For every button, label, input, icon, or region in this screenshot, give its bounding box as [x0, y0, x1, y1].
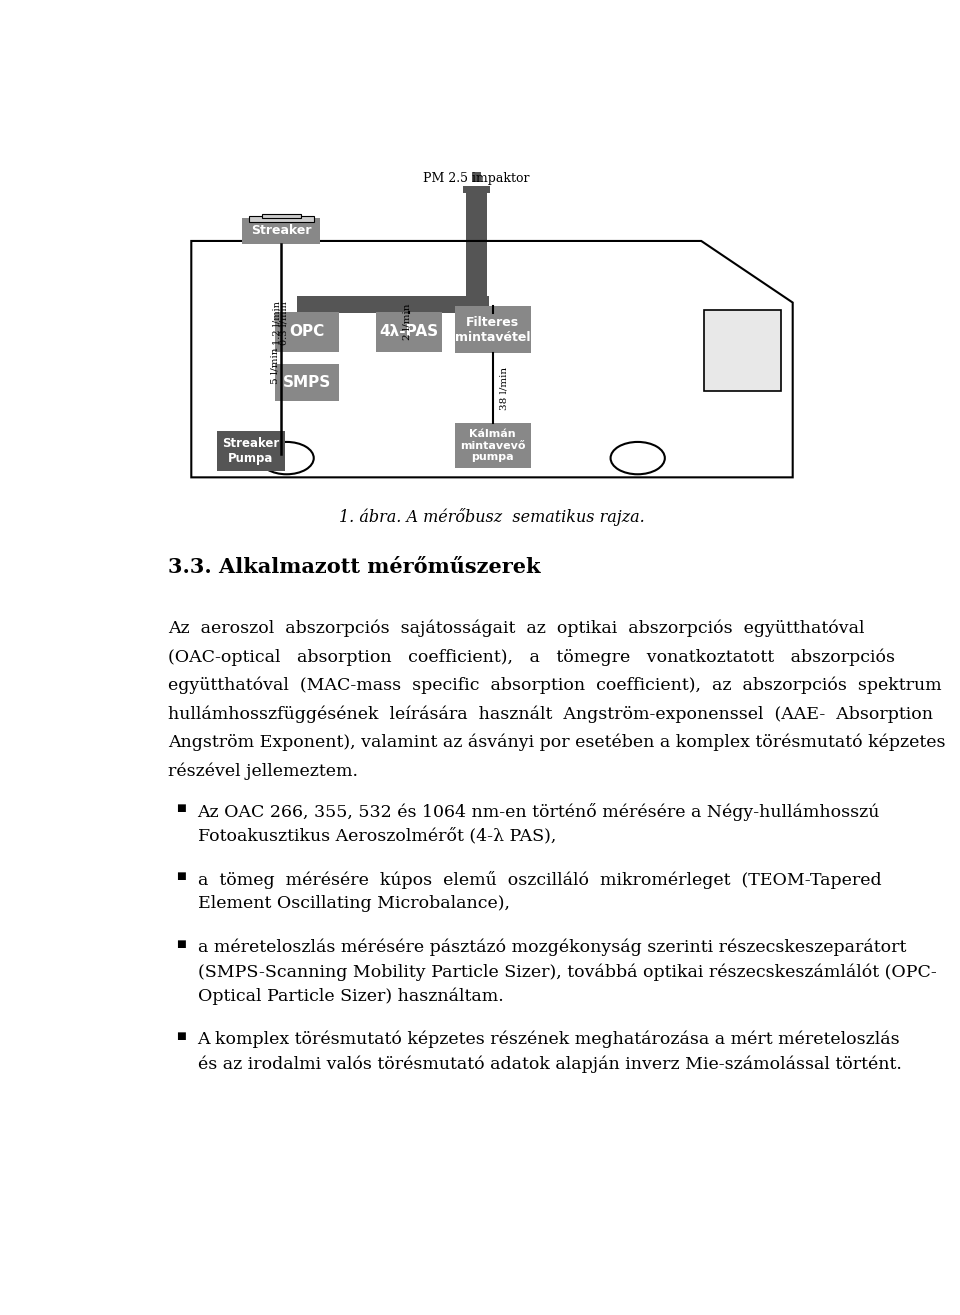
- Bar: [217, 431, 285, 471]
- Text: Angström Exponent), valamint az ásványi por esetében a komplex törésmutató képze: Angström Exponent), valamint az ásványi …: [168, 734, 946, 751]
- Text: ■: ■: [176, 939, 185, 948]
- Text: ■: ■: [176, 803, 185, 813]
- Text: A komplex törésmutató képzetes részének meghatározása a mért méreteloszlás: A komplex törésmutató képzetes részének …: [198, 1031, 900, 1048]
- Text: részével jellemeztem.: részével jellemeztem.: [168, 763, 358, 780]
- Text: 5 l/min: 5 l/min: [271, 347, 279, 384]
- Text: hullámhosszfüggésének  leírására  használt  Angström-exponenssel  (AAE-  Absorpt: hullámhosszfüggésének leírására használt…: [168, 705, 933, 723]
- Text: OPC: OPC: [289, 325, 324, 339]
- Text: együtthatóval  (MAC-mass  specific  absorption  coefficient),  az  abszorpciós  : együtthatóval (MAC-mass specific absorpt…: [168, 677, 942, 694]
- Bar: [262, 214, 300, 218]
- Bar: [249, 216, 314, 222]
- Text: 2 l/min: 2 l/min: [402, 304, 412, 341]
- Text: PM 2.5 impaktor: PM 2.5 impaktor: [423, 172, 530, 184]
- Bar: [243, 218, 320, 245]
- Text: 38 l/min: 38 l/min: [499, 367, 508, 410]
- Bar: [275, 312, 339, 352]
- Text: Filteres
mintavétel: Filteres mintavétel: [455, 316, 531, 343]
- Text: Streaker
Pumpa: Streaker Pumpa: [223, 437, 279, 466]
- Text: a  tömeg  mérésére  kúpos  elemű  oszcilláló  mikromérleget  (TEOM-Tapered: a tömeg mérésére kúpos elemű oszcilláló …: [198, 871, 881, 889]
- Text: (SMPS-Scanning Mobility Particle Sizer), továbbá optikai részecskeszámlálót (OPC: (SMPS-Scanning Mobility Particle Sizer),…: [198, 963, 936, 981]
- Bar: [455, 305, 531, 354]
- Bar: [375, 312, 442, 352]
- Text: és az irodalmi valós törésmutató adatok alapján inverz Mie-számolással történt.: és az irodalmi valós törésmutató adatok …: [198, 1056, 901, 1073]
- Text: SMPS: SMPS: [282, 375, 331, 391]
- Bar: [472, 172, 481, 183]
- Bar: [463, 185, 491, 193]
- Bar: [455, 423, 531, 468]
- Bar: [467, 193, 487, 296]
- Text: 1.2 l/min: 1.2 l/min: [272, 301, 281, 346]
- Text: a méreteloszlás mérésére pásztázó mozgékonyság szerinti részecskeszeparátort: a méreteloszlás mérésére pásztázó mozgék…: [198, 939, 906, 956]
- Bar: [297, 296, 489, 313]
- Text: Az OAC 266, 355, 532 és 1064 nm-en történő mérésére a Négy-hullámhosszú: Az OAC 266, 355, 532 és 1064 nm-en törté…: [198, 803, 880, 821]
- Polygon shape: [704, 310, 781, 391]
- Text: ■: ■: [176, 1031, 185, 1041]
- Text: 1. ábra. A mérőbusz  sematikus rajza.: 1. ábra. A mérőbusz sematikus rajza.: [339, 508, 645, 526]
- Text: Az  aeroszol  abszorpciós  sajátosságait  az  optikai  abszorpciós  együtthatóva: Az aeroszol abszorpciós sajátosságait az…: [168, 619, 865, 638]
- Text: Element Oscillating Microbalance),: Element Oscillating Microbalance),: [198, 896, 510, 913]
- Text: Streaker: Streaker: [251, 225, 311, 238]
- Text: Fotoakusztikus Aeroszolmérőt (4-λ PAS),: Fotoakusztikus Aeroszolmérőt (4-λ PAS),: [198, 827, 556, 844]
- Bar: [275, 364, 339, 401]
- Text: 0.3 l/min: 0.3 l/min: [279, 301, 289, 346]
- Text: 4λ-PAS: 4λ-PAS: [379, 325, 439, 339]
- Text: 3.3. Alkalmazott mérőműszerek: 3.3. Alkalmazott mérőműszerek: [168, 556, 540, 577]
- Text: Optical Particle Sizer) használtam.: Optical Particle Sizer) használtam.: [198, 988, 503, 1006]
- Text: Kálmán
mintavevő
pumpa: Kálmán mintavevő pumpa: [460, 429, 525, 463]
- Text: (OAC-optical   absorption   coefficient),   a   tömegre   vonatkoztatott   abszo: (OAC-optical absorption coefficient), a …: [168, 648, 895, 665]
- Text: ■: ■: [176, 871, 185, 881]
